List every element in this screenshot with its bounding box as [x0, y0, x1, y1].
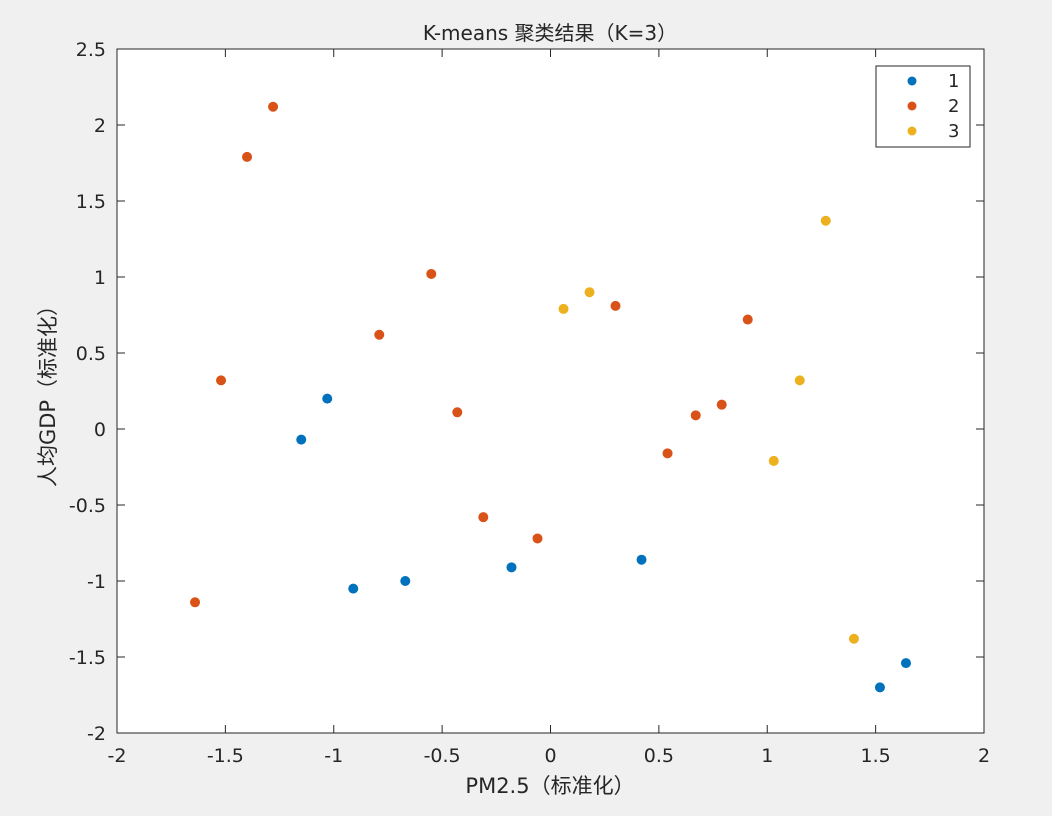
ticks-layer: -2 -1.5 -1 -0.5 0 0.5 1 1.5 2 -2 -1.5 -1 -0.5 0 0.5 1 1.… — [69, 39, 990, 767]
y-tick-label: -0.5 — [69, 495, 106, 517]
scatter-point-cluster-2 — [374, 329, 385, 340]
scatter-point-cluster-1 — [636, 554, 647, 565]
scatter-point-cluster-2 — [242, 151, 253, 162]
x-tick-label: -2 — [108, 745, 127, 767]
y-tick-label: -1 — [87, 571, 106, 593]
x-tick-label: 1 — [761, 745, 773, 767]
chart-title: K-means 聚类结果（K=3） — [423, 21, 677, 45]
scatter-point-cluster-3 — [794, 375, 805, 386]
scatter-point-cluster-3 — [558, 303, 569, 314]
x-axis-label: PM2.5（标准化） — [465, 774, 634, 798]
x-tick-label: -1.5 — [207, 745, 244, 767]
scatter-point-cluster-1 — [506, 562, 517, 573]
scatter-point-cluster-2 — [426, 268, 437, 279]
legend-label-1: 1 — [948, 71, 959, 92]
scatter-point-cluster-1 — [400, 576, 411, 586]
legend[interactable]: 1 2 3 — [875, 65, 971, 148]
scatter-point-cluster-2 — [452, 407, 463, 418]
y-tick-label: 0 — [94, 419, 106, 441]
scatter-point-cluster-3 — [820, 215, 831, 226]
x-tick-label: 0.5 — [644, 745, 674, 767]
scatter-point-cluster-3 — [584, 287, 595, 298]
y-axis-label: 人均GDP（标准化） — [36, 295, 60, 487]
scatter-point-cluster-2 — [742, 314, 753, 325]
scatter-point-cluster-1 — [322, 393, 333, 404]
scatter-point-cluster-2 — [268, 101, 279, 112]
x-tick-label: -0.5 — [424, 745, 461, 767]
y-tick-label: 1 — [94, 267, 106, 289]
scatter-point-cluster-2 — [662, 448, 673, 459]
scatter-point-cluster-2 — [690, 410, 701, 421]
scatter-point-cluster-2 — [216, 375, 227, 386]
scatter-point-cluster-2 — [716, 399, 727, 410]
scatter-point-cluster-2 — [532, 533, 543, 544]
x-tick-label: -1 — [324, 745, 343, 767]
x-tick-label: 2 — [978, 745, 990, 767]
scatter-point-cluster-2 — [610, 300, 621, 311]
legend-box — [875, 65, 971, 148]
legend-marker-3 — [907, 126, 917, 136]
scatter-point-cluster-3 — [848, 633, 859, 644]
scatter-point-cluster-1 — [296, 434, 307, 445]
scatter-point-cluster-1 — [900, 658, 911, 669]
scatter-point-cluster-1 — [348, 583, 359, 594]
points-layer — [190, 101, 911, 693]
scatter-point-cluster-2 — [478, 512, 489, 523]
y-tick-label: 1.5 — [76, 191, 106, 213]
y-tick-label: 2.5 — [76, 39, 106, 61]
y-tick-label: -2 — [87, 723, 106, 745]
scatter-point-cluster-1 — [874, 682, 885, 693]
scatter-point-cluster-3 — [768, 455, 779, 466]
legend-marker-2 — [907, 101, 917, 111]
plot-area — [116, 48, 985, 734]
legend-marker-1 — [907, 76, 917, 86]
y-tick-label: 0.5 — [76, 343, 106, 365]
scatter-point-cluster-2 — [190, 597, 201, 608]
legend-label-2: 2 — [948, 96, 959, 117]
y-tick-label: -1.5 — [69, 647, 106, 669]
x-tick-label: 0 — [544, 745, 556, 767]
y-tick-label: 2 — [94, 115, 106, 137]
x-tick-label: 1.5 — [861, 745, 891, 767]
legend-label-3: 3 — [948, 121, 959, 142]
